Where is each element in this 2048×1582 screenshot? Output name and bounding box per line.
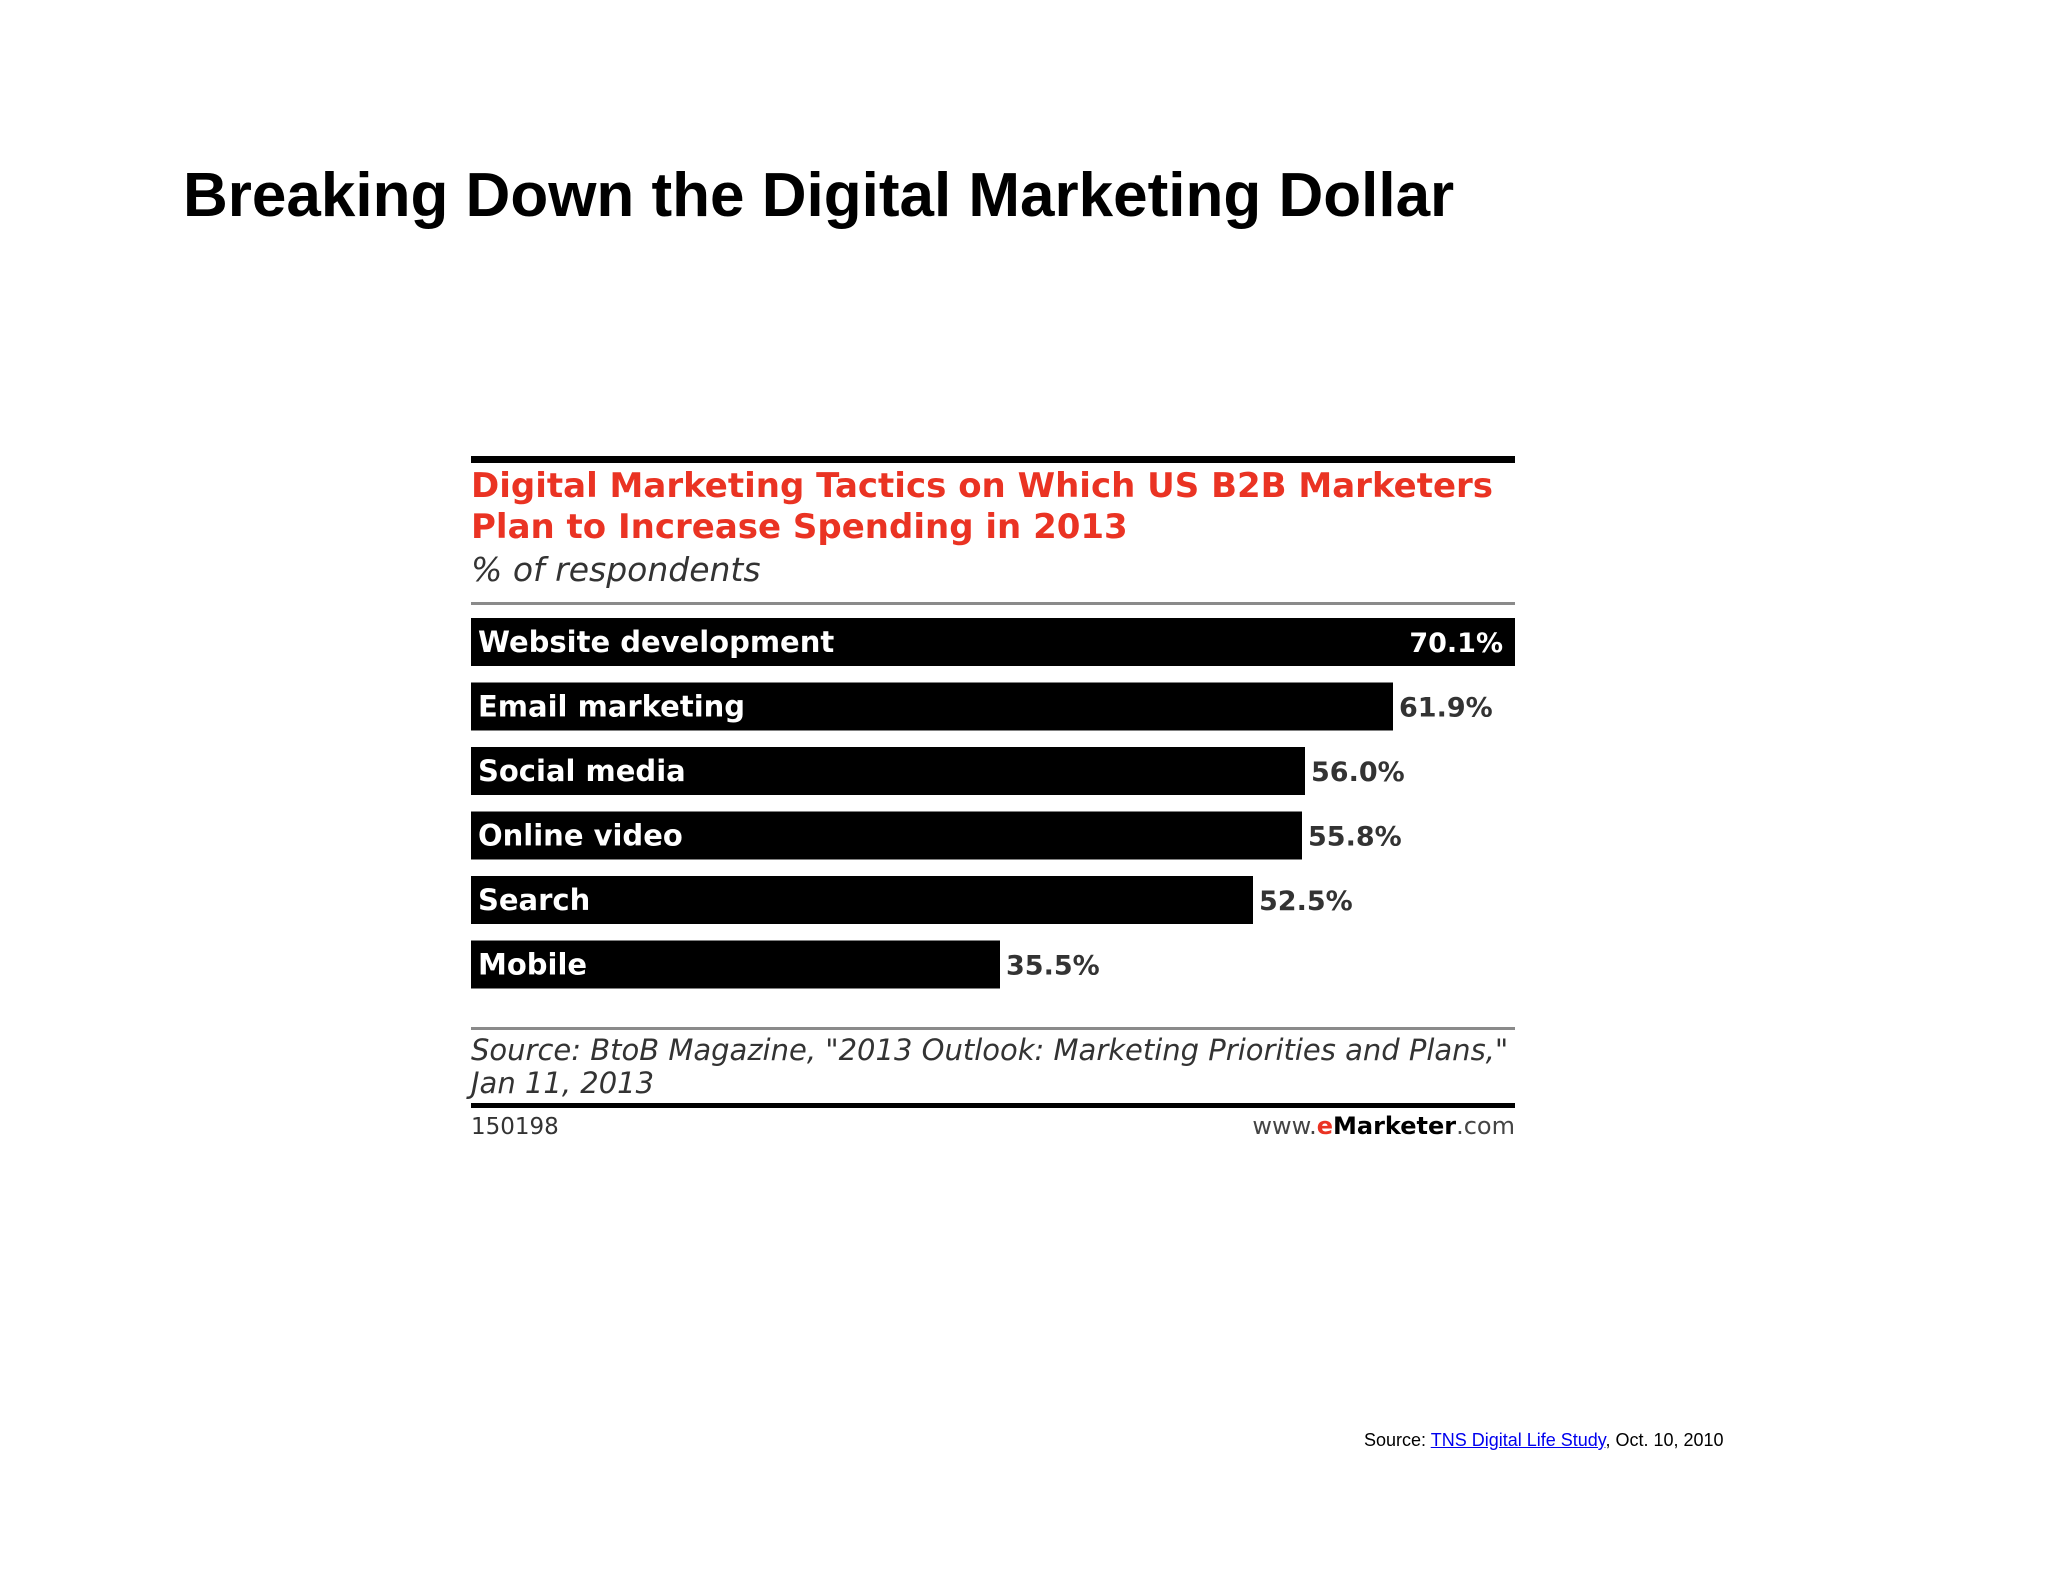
category-label: Email marketing [478,690,745,724]
chart-container: Digital Marketing Tactics on Which US B2… [471,456,1515,1146]
bar-search [471,876,1253,924]
category-label: Mobile [478,948,587,982]
chart-title: Digital Marketing Tactics on Which US B2… [471,466,1494,547]
brand-suffix: .com [1456,1112,1515,1140]
bar-email-marketing [471,682,1393,731]
category-label: Social media [478,754,686,788]
category-label: Online video [478,819,683,853]
chart-source-note: Source: BtoB Magazine, "2013 Outlook: Ma… [471,1033,1509,1100]
chart-footer-rule [471,1027,1515,1030]
value-label: 56.0% [1311,757,1405,788]
bar-website-development [471,618,1515,666]
bar-mobile [471,940,1000,989]
chart-header-rule [471,602,1515,605]
value-label: 61.9% [1399,693,1493,724]
footer-source-suffix: , Oct. 10, 2010 [1605,1430,1724,1450]
chart-subtitle: % of respondents [471,550,761,589]
brand-name: Marketer [1333,1112,1457,1140]
chart-id: 150198 [471,1114,559,1140]
slide-title: Breaking Down the Digital Marketing Doll… [183,161,1455,230]
tns-digital-life-study-link[interactable]: TNS Digital Life Study [1430,1430,1606,1450]
value-label: 55.8% [1308,822,1402,853]
brand-e: e [1316,1112,1334,1140]
category-label: Website development [478,625,834,659]
value-label: 52.5% [1259,886,1353,917]
emarketer-brand: www.eMarketer.com [1252,1112,1515,1140]
footer-source-prefix: Source: [1364,1430,1431,1450]
bar-online-video [471,811,1302,860]
bar-social-media [471,747,1305,795]
brand-prefix: www. [1252,1112,1317,1140]
bar-chart: Website development 70.1% Email marketing 6… [471,618,1515,989]
value-label: 70.1% [1409,628,1503,659]
footer-source: Source: TNS Digital Life Study, Oct. 10,… [1364,1430,1724,1451]
category-label: Search [478,883,590,917]
chart-top-rule [471,456,1515,463]
value-label: 35.5% [1006,951,1100,982]
chart-bottom-rule [471,1103,1515,1108]
